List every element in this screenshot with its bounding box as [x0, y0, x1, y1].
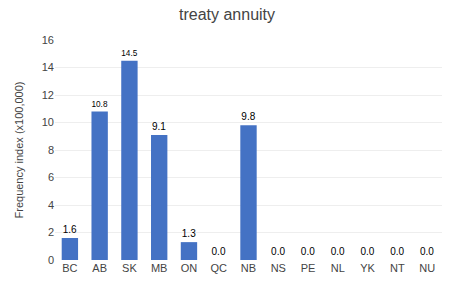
svg-text:NU: NU: [419, 262, 435, 274]
svg-text:YK: YK: [360, 262, 375, 274]
svg-text:Frequency index (x100,000): Frequency index (x100,000): [13, 82, 25, 219]
svg-text:NB: NB: [241, 262, 256, 274]
svg-text:4: 4: [48, 199, 54, 211]
svg-text:10.8: 10.8: [91, 100, 107, 109]
svg-text:QC: QC: [210, 262, 227, 274]
svg-text:8: 8: [48, 144, 54, 156]
svg-text:MB: MB: [151, 262, 168, 274]
svg-text:14.5: 14.5: [121, 49, 137, 58]
svg-text:9.8: 9.8: [241, 111, 255, 122]
svg-text:0.0: 0.0: [212, 246, 226, 257]
svg-text:10: 10: [42, 116, 54, 128]
svg-text:2: 2: [48, 226, 54, 238]
svg-text:AB: AB: [92, 262, 107, 274]
svg-text:PE: PE: [301, 262, 316, 274]
svg-text:1.3: 1.3: [182, 228, 196, 239]
svg-text:0.0: 0.0: [390, 246, 404, 257]
svg-text:0.0: 0.0: [420, 246, 434, 257]
svg-text:NS: NS: [271, 262, 286, 274]
svg-text:BC: BC: [62, 262, 77, 274]
svg-text:1.6: 1.6: [63, 224, 77, 235]
svg-text:9.1: 9.1: [152, 121, 166, 132]
svg-text:6: 6: [48, 171, 54, 183]
svg-text:16: 16: [42, 34, 54, 46]
svg-text:0.0: 0.0: [301, 246, 315, 257]
svg-text:ON: ON: [181, 262, 198, 274]
svg-text:0.0: 0.0: [360, 246, 374, 257]
svg-text:NT: NT: [390, 262, 405, 274]
svg-text:12: 12: [42, 89, 54, 101]
svg-text:0: 0: [48, 254, 54, 266]
svg-text:0.0: 0.0: [271, 246, 285, 257]
svg-text:SK: SK: [122, 262, 137, 274]
svg-text:NL: NL: [331, 262, 345, 274]
svg-text:0.0: 0.0: [331, 246, 345, 257]
svg-text:treaty annuity: treaty annuity: [179, 6, 275, 23]
svg-text:14: 14: [42, 61, 54, 73]
